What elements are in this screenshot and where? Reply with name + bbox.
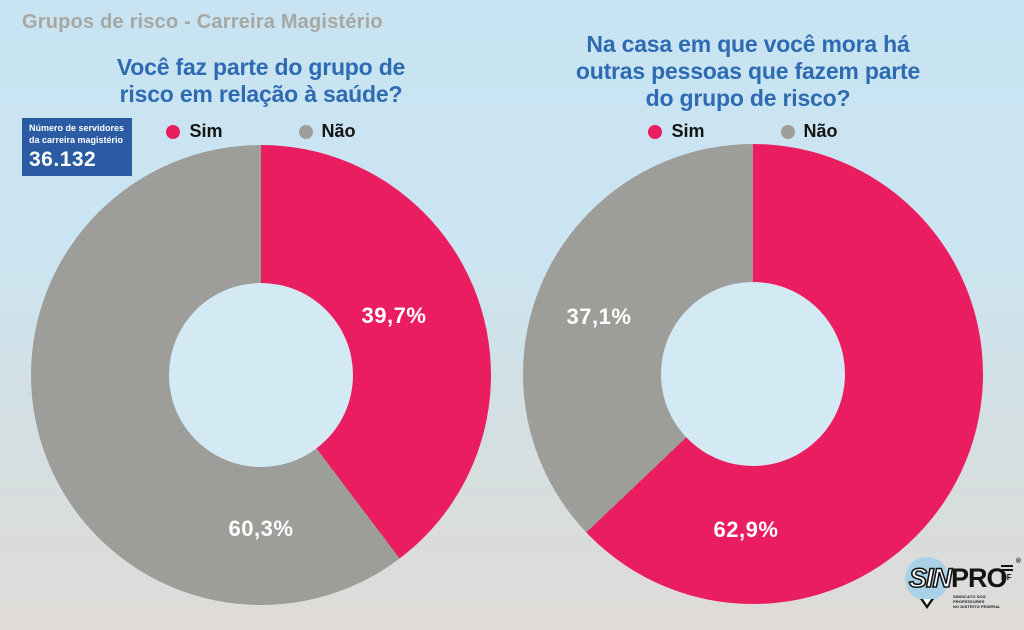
legend-item-sim: Sim bbox=[166, 121, 223, 142]
legend-dot-nao-icon bbox=[298, 124, 313, 139]
donut-hole bbox=[169, 283, 353, 467]
slice-label-health-sim: 39,7% bbox=[361, 303, 427, 328]
legend-label-nao: Não bbox=[321, 121, 356, 141]
chart-title-health-question: Você faz parte do grupo de risco em rela… bbox=[116, 54, 406, 108]
slice-label-household-sim: 62,9% bbox=[713, 517, 779, 542]
servant-count-box: Número de servidores da carreira magisté… bbox=[22, 118, 132, 177]
registered-trademark-icon: ® bbox=[1015, 558, 1021, 565]
donut-chart-health bbox=[31, 145, 491, 605]
legend-item-nao: Não bbox=[780, 121, 838, 142]
legend-household: Sim Não bbox=[533, 121, 953, 142]
page-title: Grupos de risco - Carreira Magistério bbox=[22, 11, 383, 33]
legend-label-sim: Sim bbox=[671, 121, 705, 141]
legend-dot-sim-icon bbox=[648, 124, 663, 139]
legend-item-nao: Não bbox=[298, 121, 356, 142]
slice-label-health-nao: 60,3% bbox=[228, 516, 294, 541]
logo-wordmark: SINPRO bbox=[908, 562, 1008, 594]
legend-dot-sim-icon bbox=[166, 124, 181, 139]
logo-side-block: DF bbox=[1001, 565, 1015, 582]
logo-df-text: DF bbox=[1001, 573, 1012, 582]
logo-sin-text: SIN bbox=[908, 562, 953, 594]
donut-chart-household bbox=[523, 144, 983, 604]
slice-label-household-nao: 37,1% bbox=[566, 304, 632, 329]
logo-decor-bar bbox=[1001, 569, 1013, 571]
legend-item-sim: Sim bbox=[648, 121, 705, 142]
donut-hole bbox=[661, 282, 845, 466]
chart-title-household-question: Na casa em que você mora há outras pesso… bbox=[575, 31, 921, 112]
servant-count-caption: Número de servidores da carreira magisté… bbox=[29, 123, 125, 145]
logo-circle-icon bbox=[905, 557, 949, 601]
logo-tagline: Sindicato dos Professores no Distrito Fe… bbox=[953, 594, 1001, 610]
sinpro-df-logo: SINPRO DF ® Sindicato dos Professores no… bbox=[903, 553, 1021, 611]
logo-pro-text: PRO bbox=[951, 563, 1008, 593]
legend-label-sim: Sim bbox=[189, 121, 223, 141]
servant-count-value: 36.132 bbox=[29, 148, 97, 172]
pencil-tip-icon bbox=[923, 599, 931, 605]
legend-dot-nao-icon bbox=[780, 124, 795, 139]
legend-health: Sim Não bbox=[41, 121, 481, 142]
logo-decor-bar bbox=[1001, 565, 1013, 567]
legend-label-nao: Não bbox=[803, 121, 838, 141]
